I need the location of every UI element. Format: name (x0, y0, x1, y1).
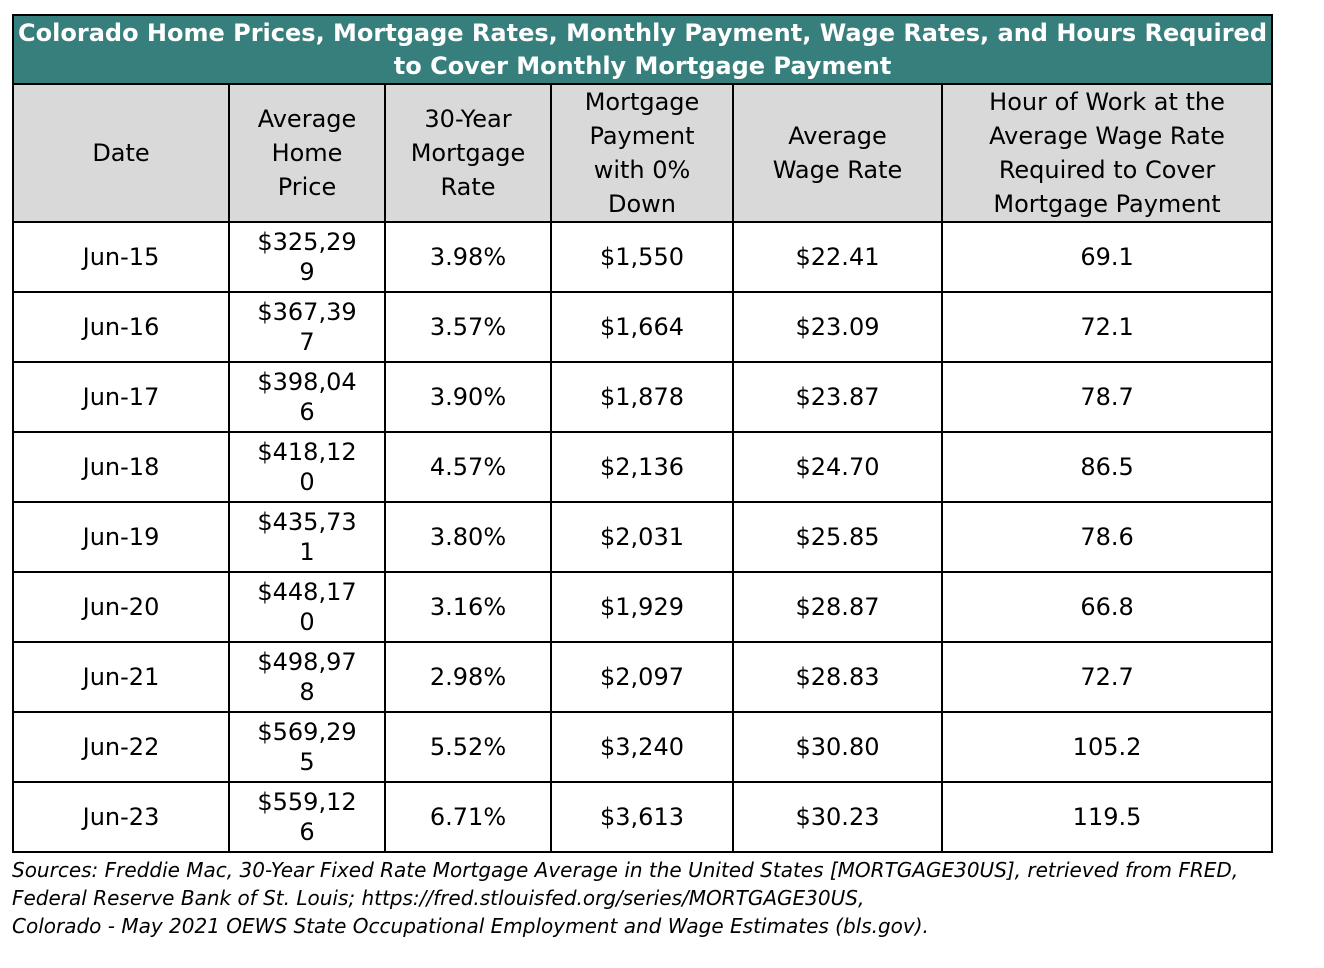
table-cell: 66.8 (940, 571, 1274, 643)
table-row: Jun-17 $398,046 3.90% $1,878 $23.87 78.7 (12, 361, 1274, 433)
sources-line: Colorado - May 2021 OEWS State Occupatio… (12, 914, 929, 938)
table-cell: 105.2 (940, 711, 1274, 783)
table-cell: $3,240 (550, 711, 734, 783)
table-row: Jun-21 $498,978 2.98% $2,097 $28.83 72.7 (12, 641, 1274, 713)
table-cell: $23.87 (732, 361, 943, 433)
table-title: Colorado Home Prices, Mortgage Rates, Mo… (11, 14, 1274, 85)
column-header: Date (12, 83, 230, 223)
table-cell: Jun-23 (12, 781, 230, 853)
table-cell: 78.6 (940, 501, 1274, 573)
table-cell: 4.57% (384, 431, 552, 503)
table-cell: $28.83 (732, 641, 943, 713)
table-cell: Jun-17 (12, 361, 230, 433)
table-cell: $435,731 (228, 501, 386, 573)
table-cell: $1,550 (550, 221, 734, 293)
home-price-value: $498,978 (257, 648, 357, 706)
table-row: Jun-20 $448,170 3.16% $1,929 $28.87 66.8 (12, 571, 1274, 643)
column-header: 30-Year Mortgage Rate (384, 83, 552, 223)
table-cell: $418,120 (228, 431, 386, 503)
table-cell: $1,929 (550, 571, 734, 643)
home-price-value: $569,295 (257, 718, 357, 776)
table-cell: $1,664 (550, 291, 734, 363)
table-row: Jun-15 $325,299 3.98% $1,550 $22.41 69.1 (12, 221, 1274, 293)
table-cell: 6.71% (384, 781, 552, 853)
table-cell: $559,126 (228, 781, 386, 853)
mortgage-table: Colorado Home Prices, Mortgage Rates, Mo… (11, 14, 1274, 853)
table-cell: 3.98% (384, 221, 552, 293)
table-cell: $30.23 (732, 781, 943, 853)
table-cell: Jun-21 (12, 641, 230, 713)
table-cell: 3.16% (384, 571, 552, 643)
table-row: Jun-19 $435,731 3.80% $2,031 $25.85 78.6 (12, 501, 1274, 573)
table-cell: 72.7 (940, 641, 1274, 713)
table-cell: $498,978 (228, 641, 386, 713)
column-header: Mortgage Payment with 0% Down (550, 83, 734, 223)
table-cell: $3,613 (550, 781, 734, 853)
sources-note: Sources: Freddie Mac, 30-Year Fixed Rate… (12, 856, 1312, 940)
table-row: Jun-18 $418,120 4.57% $2,136 $24.70 86.5 (12, 431, 1274, 503)
home-price-value: $435,731 (257, 508, 357, 566)
table-cell: 5.52% (384, 711, 552, 783)
table-cell: Jun-15 (12, 221, 230, 293)
table-cell: $1,878 (550, 361, 734, 433)
table-cell: Jun-19 (12, 501, 230, 573)
home-price-value: $448,170 (257, 578, 357, 636)
sources-line: Sources: Freddie Mac, 30-Year Fixed Rate… (12, 858, 1239, 910)
column-header: Average Wage Rate (732, 83, 943, 223)
table-cell: $398,046 (228, 361, 386, 433)
table-cell: 3.57% (384, 291, 552, 363)
table-cell: 2.98% (384, 641, 552, 713)
home-price-value: $367,397 (257, 298, 357, 356)
table-cell: $2,031 (550, 501, 734, 573)
table-cell: $2,097 (550, 641, 734, 713)
column-header: Average Home Price (228, 83, 386, 223)
table-cell: 78.7 (940, 361, 1274, 433)
table-cell: 69.1 (940, 221, 1274, 293)
home-price-value: $418,120 (257, 438, 357, 496)
table-cell: $367,397 (228, 291, 386, 363)
column-header: Hour of Work at the Average Wage Rate Re… (940, 83, 1274, 223)
table-row: Jun-23 $559,126 6.71% $3,613 $30.23 119.5 (12, 781, 1274, 853)
home-price-value: $398,046 (257, 368, 357, 426)
table-cell: 86.5 (940, 431, 1274, 503)
table-cell: 3.80% (384, 501, 552, 573)
table-row: Jun-16 $367,397 3.57% $1,664 $23.09 72.1 (12, 291, 1274, 363)
table-cell: $325,299 (228, 221, 386, 293)
table-cell: 3.90% (384, 361, 552, 433)
table-row: Jun-22 $569,295 5.52% $3,240 $30.80 105.2 (12, 711, 1274, 783)
table-cell: Jun-22 (12, 711, 230, 783)
table-cell: $2,136 (550, 431, 734, 503)
table-cell: $30.80 (732, 711, 943, 783)
table-cell: $28.87 (732, 571, 943, 643)
table-cell: $25.85 (732, 501, 943, 573)
table-cell: 119.5 (940, 781, 1274, 853)
table-cell: $23.09 (732, 291, 943, 363)
table-cell: $448,170 (228, 571, 386, 643)
table-cell: $22.41 (732, 221, 943, 293)
table-cell: $569,295 (228, 711, 386, 783)
table-cell: $24.70 (732, 431, 943, 503)
table-cell: 72.1 (940, 291, 1274, 363)
table-cell: Jun-16 (12, 291, 230, 363)
table-cell: Jun-18 (12, 431, 230, 503)
home-price-value: $325,299 (257, 228, 357, 286)
table-cell: Jun-20 (12, 571, 230, 643)
home-price-value: $559,126 (257, 788, 357, 846)
